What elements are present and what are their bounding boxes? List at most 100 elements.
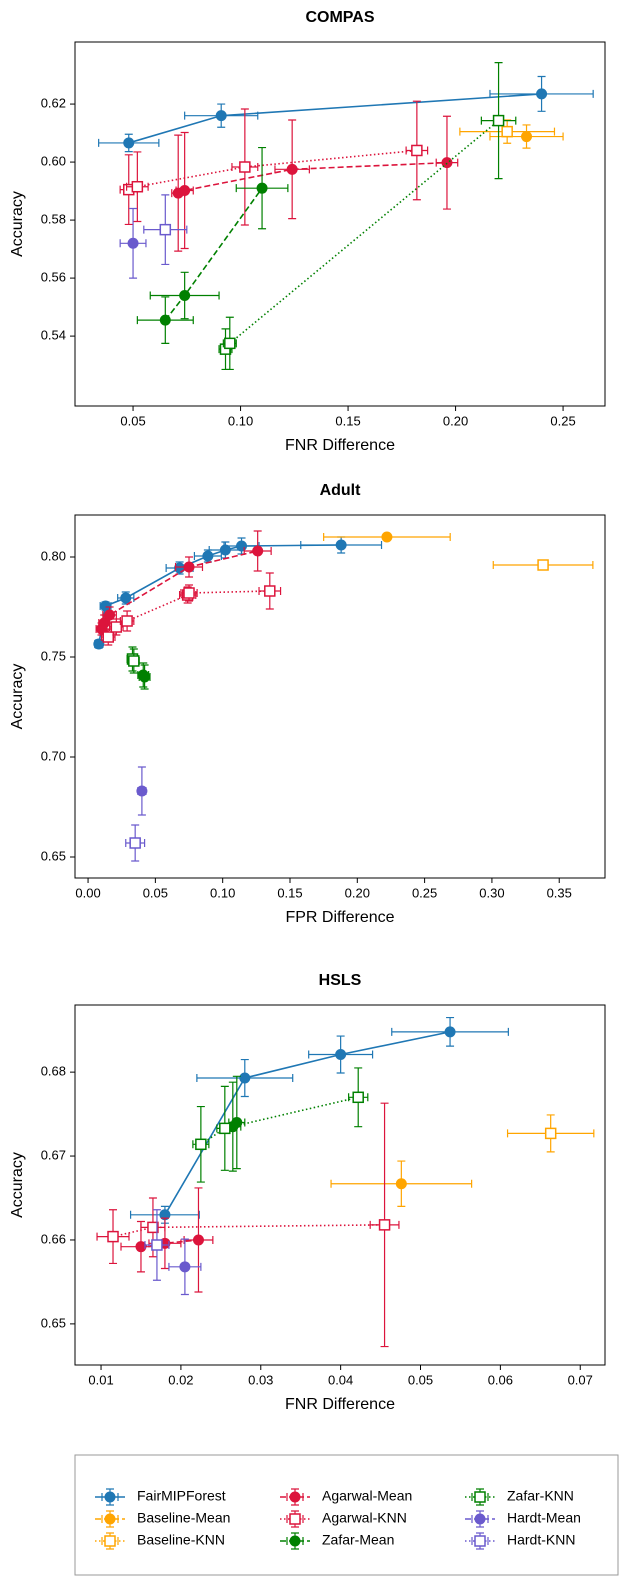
error-bar (125, 824, 146, 862)
chart-title: COMPAS (305, 9, 374, 26)
legend-marker (474, 1491, 486, 1503)
error-bar (140, 1197, 166, 1258)
marker (286, 163, 298, 175)
marker (179, 185, 191, 197)
marker (219, 544, 231, 556)
marker (239, 161, 251, 173)
legend-label: Agarwal-Mean (322, 1488, 412, 1504)
error-bar (98, 133, 160, 153)
marker (107, 1230, 119, 1243)
marker (93, 638, 105, 650)
series-line (140, 1239, 199, 1248)
marker (239, 1072, 251, 1084)
legend-box (74, 1454, 619, 1576)
marker (121, 615, 133, 627)
marker (192, 1234, 204, 1246)
marker (159, 1209, 171, 1221)
marker (381, 531, 393, 543)
series-line (177, 161, 448, 194)
y-tick-label: 0.65 (41, 848, 66, 863)
marker (219, 1122, 231, 1135)
marker (159, 223, 172, 236)
chart-title: HSLS (319, 972, 362, 989)
x-tick-label: 0.05 (143, 885, 168, 900)
x-tick-label: 0.03 (248, 1372, 273, 1387)
marker (151, 1239, 163, 1251)
legend-marker (289, 1491, 301, 1503)
marker (129, 837, 141, 849)
y-tick-label: 0.56 (41, 270, 66, 285)
y-axis-label: Accuracy (9, 664, 26, 730)
marker (224, 337, 236, 350)
marker (441, 157, 453, 169)
series-line (164, 1031, 451, 1216)
legend-marker (104, 1513, 116, 1525)
legend-label: Baseline-Mean (137, 1510, 230, 1526)
legend-marker (289, 1535, 301, 1547)
marker (264, 585, 276, 597)
marker (444, 1026, 456, 1038)
error-bar (489, 75, 594, 112)
legend-label: FairMIPForest (137, 1488, 226, 1504)
legend-label: Zafar-KNN (507, 1488, 574, 1504)
series-line (164, 187, 263, 321)
marker (521, 131, 533, 143)
marker (183, 587, 195, 599)
marker (110, 621, 123, 633)
x-axis-label: FNR Difference (285, 1396, 395, 1413)
marker (501, 125, 513, 138)
marker (536, 88, 548, 100)
x-tick-label: 0.10 (210, 885, 235, 900)
marker (131, 180, 144, 193)
marker (195, 1138, 207, 1151)
x-tick-label: 0.05 (120, 413, 145, 428)
y-tick-label: 0.75 (41, 648, 66, 663)
error-bar (183, 1187, 214, 1293)
y-tick-label: 0.66 (41, 1231, 66, 1246)
marker (544, 1127, 557, 1140)
y-tick-label: 0.80 (41, 548, 66, 563)
plot-frame (74, 1004, 606, 1366)
marker (102, 631, 115, 643)
y-tick-label: 0.58 (41, 212, 66, 227)
plot-frame (74, 514, 606, 879)
marker (352, 1091, 364, 1104)
marker (135, 1241, 147, 1253)
y-tick-label: 0.65 (41, 1315, 66, 1330)
series-line (128, 149, 417, 191)
marker (104, 609, 116, 621)
error-bar (480, 61, 517, 180)
legend-marker (104, 1535, 116, 1547)
error-bar (136, 296, 194, 344)
marker (179, 289, 191, 301)
marker (147, 1221, 159, 1234)
y-tick-label: 0.70 (41, 748, 66, 763)
legend-label: Zafar-Mean (322, 1532, 394, 1548)
marker (252, 545, 264, 557)
series-line (224, 119, 500, 350)
x-tick-label: 0.00 (75, 885, 100, 900)
y-tick-label: 0.60 (41, 154, 66, 169)
x-tick-label: 0.25 (412, 885, 437, 900)
x-axis-label: FNR Difference (285, 437, 395, 454)
marker (139, 671, 151, 683)
x-tick-label: 0.15 (277, 885, 302, 900)
legend-label: Hardt-Mean (507, 1510, 581, 1526)
y-axis-label: Accuracy (9, 191, 26, 257)
marker (256, 182, 268, 194)
plot-frame (74, 41, 606, 407)
y-tick-label: 0.62 (41, 96, 66, 111)
marker (492, 114, 505, 127)
marker (215, 110, 227, 122)
x-tick-label: 0.15 (335, 413, 360, 428)
x-tick-label: 0.35 (547, 885, 572, 900)
x-tick-label: 0.30 (479, 885, 504, 900)
x-tick-label: 0.20 (443, 413, 468, 428)
marker (231, 1116, 243, 1128)
x-tick-label: 0.02 (168, 1372, 193, 1387)
y-axis-label: Accuracy (9, 1152, 26, 1218)
marker (411, 144, 423, 157)
x-tick-label: 0.20 (345, 885, 370, 900)
marker (127, 237, 139, 249)
